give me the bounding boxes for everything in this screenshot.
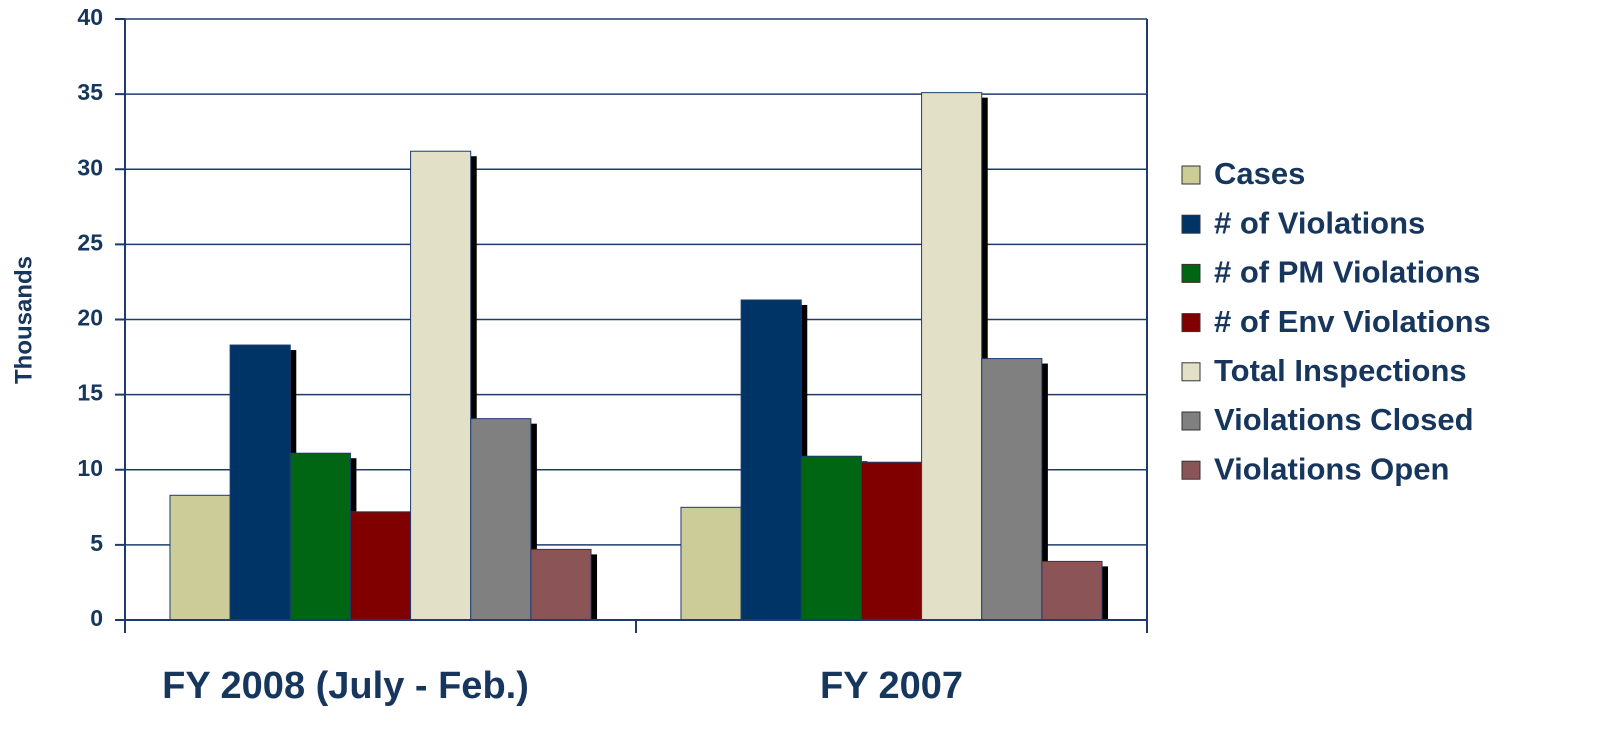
- bar: [349, 511, 412, 621]
- bar: [680, 506, 742, 621]
- bar: [740, 299, 802, 621]
- bar: [289, 452, 351, 621]
- y-tick-label: 5: [90, 530, 103, 556]
- y-tick-label: 30: [77, 154, 103, 180]
- legend-label: # of Violations: [1214, 205, 1425, 240]
- legend-swatch: [1181, 362, 1201, 382]
- y-tick-label: 35: [77, 79, 103, 105]
- bar: [470, 418, 532, 621]
- bar: [981, 358, 1043, 621]
- bar: [921, 92, 983, 621]
- bar: [800, 455, 862, 621]
- legend-label: Cases: [1214, 156, 1305, 191]
- y-tick-label: 0: [90, 605, 103, 631]
- legend-swatch: [1181, 214, 1201, 234]
- legend-label: Violations Open: [1214, 451, 1449, 486]
- legend-label: Violations Closed: [1214, 402, 1474, 437]
- x-tick-label: FY 2007: [820, 665, 963, 707]
- y-tick-label: 10: [77, 455, 103, 481]
- bar: [530, 548, 592, 621]
- legend-swatch: [1181, 165, 1201, 185]
- y-axis-label: Thousands: [10, 256, 37, 384]
- legend-label: Total Inspections: [1214, 353, 1467, 388]
- y-tick-label: 40: [77, 4, 103, 30]
- y-tick-label: 25: [77, 229, 103, 255]
- legend-swatch: [1181, 460, 1201, 480]
- legend-swatch: [1181, 313, 1201, 333]
- bar: [860, 461, 923, 621]
- legend-swatch: [1181, 263, 1201, 283]
- legend-label: # of PM Violations: [1214, 255, 1480, 290]
- legend-swatch: [1181, 411, 1201, 431]
- y-tick-label: 15: [77, 380, 103, 406]
- bar: [169, 494, 231, 621]
- bar: [229, 344, 291, 621]
- y-tick-label: 20: [77, 305, 103, 331]
- legend-label: # of Env Violations: [1214, 304, 1491, 339]
- x-tick-label: FY 2008 (July - Feb.): [162, 665, 529, 707]
- bar: [410, 150, 472, 621]
- bar: [1041, 560, 1103, 621]
